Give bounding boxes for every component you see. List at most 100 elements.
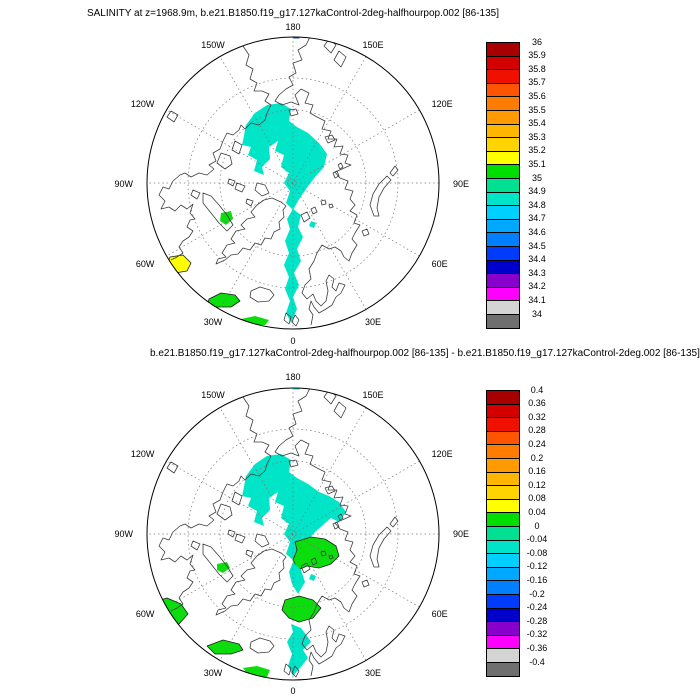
cyan-speck	[309, 574, 316, 581]
colorbar-cell	[487, 445, 519, 459]
colorbar-cell	[487, 635, 519, 650]
colorbar-cell	[487, 513, 519, 527]
colorbar-cell	[487, 287, 519, 302]
colorbar-cell	[487, 274, 519, 288]
colorbar-tick-label: -0.24	[526, 602, 548, 613]
colorbar-tick-label: -0.36	[526, 642, 548, 653]
colorbar-cell	[487, 567, 519, 582]
colorbar-cell	[487, 219, 519, 234]
colorbar-tick-label: 35.8	[528, 63, 546, 74]
salinity-colorbar	[486, 42, 520, 330]
map-boundary-circle	[146, 36, 440, 330]
meridian-label-60W: 60W	[135, 258, 155, 269]
colorbar-tick-label: 34.5	[528, 240, 546, 251]
colorbar-cell	[487, 404, 519, 419]
colorbar-cell	[487, 458, 519, 473]
colorbar-cell	[487, 260, 519, 275]
colorbar-cell	[487, 178, 519, 193]
colorbar-cell	[487, 472, 519, 487]
cyan-region-fram-band	[284, 209, 303, 323]
colorbar-cell	[487, 418, 519, 432]
meridian-label-120W: 120W	[130, 449, 155, 459]
top-panel-title: SALINITY at z=1968.9m, b.e21.B1850.f19_g…	[86, 8, 500, 19]
colorbar-tick-label: 34.9	[528, 186, 546, 197]
colorbar-cell	[487, 594, 519, 609]
colorbar-tick-label: 34.1	[528, 294, 546, 305]
colorbar-tick-label: 34.2	[528, 281, 546, 292]
colorbar-tick-label: 35.1	[528, 158, 546, 169]
colorbar-tick-label: -0.2	[529, 588, 545, 599]
colorbar-cell	[487, 581, 519, 595]
meridian-label-60E: 60E	[431, 258, 448, 269]
cyan-gridpoint-marker	[293, 388, 300, 390]
colorbar-cell	[487, 499, 519, 514]
colorbar-tick-label: 35.7	[528, 77, 546, 88]
colorbar-tick-label: 35.3	[528, 131, 546, 142]
colorbar-cell	[487, 192, 519, 207]
colorbar-tick-label: 34.4	[528, 254, 546, 265]
colorbar-tick-label: 34.8	[528, 199, 546, 210]
colorbar-tick-label: 34	[531, 308, 542, 319]
colorbar-tick-label: -0.12	[526, 561, 548, 572]
colorbar-tick-label: -0.32	[526, 629, 548, 640]
meridian-label-30W: 30W	[203, 317, 223, 328]
meridian-label-90E: 90E	[453, 529, 470, 539]
colorbar-tick-label: 34.6	[528, 226, 546, 237]
difference-filled-regions	[152, 454, 346, 678]
colorbar-cell	[487, 622, 519, 636]
colorbar-tick-label: 35.6	[528, 90, 546, 101]
colorbar-tick-label: 35.2	[528, 145, 546, 156]
colorbar-tick-label: -0.04	[526, 534, 548, 545]
meridian-label-60E: 60E	[431, 609, 448, 619]
colorbar-tick-label: 34.3	[528, 267, 546, 278]
colorbar-cell	[487, 554, 519, 568]
meridian-label-120W: 120W	[130, 98, 155, 109]
meridian-label-120E: 120E	[431, 449, 453, 459]
difference-colorbar	[486, 390, 520, 678]
colorbar-tick-label: -0.08	[526, 547, 548, 558]
colorbar-cell	[487, 124, 519, 139]
green-region-fram-band	[281, 595, 322, 623]
meridian-label-30E: 30E	[364, 667, 382, 678]
meridian-label-150E: 150E	[362, 39, 384, 50]
colorbar-tick-label: 0.28	[528, 425, 546, 436]
meridian-label-90E: 90E	[453, 178, 470, 189]
colorbar-cell	[487, 233, 519, 247]
bottom-panel-title: b.e21.B1850.f19_g17.127kaControl-2deg-ha…	[150, 348, 700, 359]
colorbar-cell	[487, 649, 519, 663]
green-region-rim-30w	[243, 666, 270, 678]
green-region-archipelago	[220, 211, 233, 225]
green-region-labrador	[152, 597, 189, 627]
colorbar-cell	[487, 608, 519, 623]
cyan-region-arctic-basin	[242, 454, 346, 560]
meridian-label-90W: 90W	[114, 178, 133, 189]
meridian-label-150W: 150W	[201, 390, 225, 401]
colorbar-tick-label: 0.04	[528, 506, 546, 517]
colorbar-cell	[487, 301, 519, 315]
meridian-label-0: 0	[290, 686, 296, 696]
cyan-region-arctic-basin	[242, 103, 327, 210]
colorbar-cell	[487, 97, 519, 111]
meridian-label-150W: 150W	[201, 39, 225, 50]
colorbar-cell	[487, 206, 519, 220]
colorbar-tick-label: 34.7	[528, 213, 546, 224]
colorbar-tick-label: 0.4	[530, 384, 544, 395]
colorbar-cell	[487, 138, 519, 152]
green-region-east-of-pole	[292, 536, 340, 571]
colorbar-tick-label: 0.24	[528, 438, 546, 449]
colorbar-cell	[487, 486, 519, 500]
colorbar-tick-label: 35.4	[528, 118, 546, 129]
colorbar-cell	[487, 83, 519, 98]
green-region-south-greenland	[206, 639, 244, 655]
colorbar-cell	[487, 662, 519, 677]
colorbar-cell	[487, 110, 519, 125]
colorbar-tick-label: 0.08	[528, 493, 546, 504]
meridian-label-30W: 30W	[203, 667, 223, 678]
blue-gridpoint-marker	[293, 37, 300, 39]
colorbar-tick-label: 35.5	[528, 104, 546, 115]
meridian-label-180: 180	[285, 372, 301, 382]
salinity-difference-polar-map	[146, 387, 440, 681]
colorbar-tick-label: -0.16	[526, 574, 548, 585]
salinity-polar-map	[146, 36, 440, 330]
colorbar-tick-label: 35.9	[528, 50, 546, 61]
